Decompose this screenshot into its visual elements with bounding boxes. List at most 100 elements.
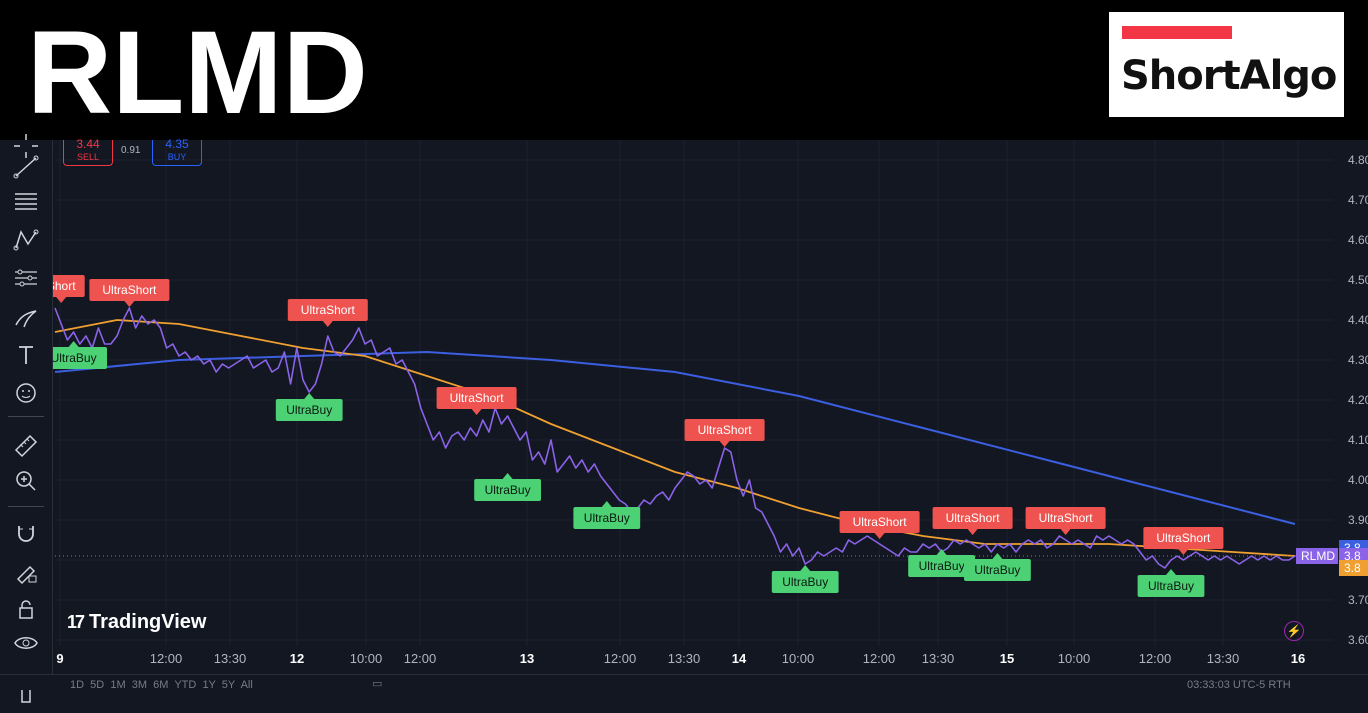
signal-pointer — [502, 473, 513, 479]
ultrabuy-signal: UltraBuy — [1137, 569, 1205, 597]
emoji-icon[interactable] — [10, 379, 42, 407]
pattern-icon[interactable] — [10, 226, 42, 254]
signal-pointer — [322, 321, 333, 327]
signal-box — [53, 347, 107, 369]
y-tick-label: 4.60 — [1348, 233, 1368, 247]
y-tick-label: 4.70 — [1348, 193, 1368, 207]
buy-price: 4.35 — [165, 137, 189, 151]
ultrashort-signal: UltraShort — [684, 419, 765, 447]
bottom-bar: 1D 5D 1M 3M 6M YTD 1Y 5Y All ▭ 03:33:03 … — [0, 674, 1368, 691]
signal-pointer — [1166, 569, 1176, 575]
signal-pointer — [124, 301, 135, 307]
crosshair-icon[interactable] — [10, 132, 42, 160]
toolbar-divider — [8, 506, 44, 507]
signal-label: UltraShort — [1039, 511, 1094, 525]
signal-box — [771, 571, 839, 593]
x-tick-label: 12:00 — [404, 651, 437, 666]
signal-box — [53, 275, 85, 297]
price-chart[interactable]: Short UltraShort UltraBuy UltraShort UltraBu… — [53, 140, 1368, 674]
x-tick-label: 12:00 — [150, 651, 183, 666]
x-tick-label: 13:30 — [1207, 651, 1240, 666]
signal-label: UltraBuy — [919, 559, 965, 573]
y-tick-label: 4.30 — [1348, 353, 1368, 367]
ultrabuy-signal: UltraBuy — [275, 393, 343, 421]
signal-box — [684, 419, 765, 441]
ultrashort-signal: Short — [53, 275, 85, 303]
signal-label: UltraBuy — [286, 403, 332, 417]
x-tick-label: 16 — [1291, 651, 1305, 666]
signal-label: UltraShort — [698, 423, 753, 437]
trend-line-icon[interactable] — [10, 152, 42, 180]
calendar-icon[interactable]: ▭ — [372, 678, 383, 690]
y-tick-label: 4.10 — [1348, 433, 1368, 447]
tradingview-text: TradingView — [89, 611, 207, 633]
logo-accent-bar — [1122, 26, 1232, 39]
signal-label: UltraBuy — [485, 483, 531, 497]
sell-button[interactable]: 3.44 SELL — [63, 137, 113, 166]
signal-pointer — [68, 341, 79, 347]
x-tick-label: 10:00 — [350, 651, 383, 666]
ultrashort-signal: UltraShort — [932, 507, 1013, 535]
signal-pointer — [56, 297, 67, 303]
ultrashort-signal: UltraShort — [287, 299, 368, 327]
x-tick-label: 10:00 — [782, 651, 815, 666]
x-tick-label: 13:30 — [922, 651, 955, 666]
toolbar-divider — [8, 416, 44, 417]
y-tick-label: 4.50 — [1348, 273, 1368, 287]
spread-value: 0.91 — [121, 145, 141, 156]
zoom-in-icon[interactable] — [10, 467, 42, 495]
chart-annotations: Short UltraShort UltraBuy UltraShort UltraBu… — [53, 275, 1224, 597]
fib-retracement-icon[interactable] — [10, 188, 42, 216]
price-tag-text: 3.8 — [1344, 561, 1361, 575]
brush-icon[interactable] — [10, 303, 42, 331]
signal-label: UltraShort — [1156, 531, 1211, 545]
y-tick-label: 4.20 — [1348, 393, 1368, 407]
ultrashort-signal: UltraShort — [1025, 507, 1106, 535]
text-icon[interactable] — [10, 341, 42, 369]
lightning-icon[interactable]: ⚡ — [1284, 621, 1304, 641]
price-tag: 3.8 — [1339, 560, 1368, 576]
ultrashort-signal: UltraShort — [839, 511, 920, 539]
lock-icon[interactable] — [10, 595, 42, 623]
sell-price: 3.44 — [76, 137, 100, 151]
x-tick-label: 13 — [520, 651, 534, 666]
ultrabuy-signal: UltraBuy — [474, 473, 541, 501]
forecast-icon[interactable] — [10, 264, 42, 292]
magnet-icon[interactable] — [10, 518, 42, 546]
buy-button[interactable]: 4.35 BUY — [152, 137, 202, 166]
signal-pointer — [471, 409, 482, 415]
price-tag-text: 3.8 — [1344, 549, 1361, 563]
header-banner: RLMD ShortAlgo — [0, 0, 1368, 140]
clock-readout[interactable]: 03:33:03 UTC-5 RTH — [1187, 679, 1291, 691]
sell-label: SELL — [76, 152, 100, 162]
x-tick-label: 12:00 — [1139, 651, 1172, 666]
eye-icon[interactable] — [10, 629, 42, 657]
signal-label: UltraBuy — [782, 575, 828, 589]
x-tick-label: 12:00 — [604, 651, 637, 666]
y-tick-label: 4.40 — [1348, 313, 1368, 327]
signal-pointer — [1060, 529, 1071, 535]
signal-label: UltraShort — [102, 283, 157, 297]
signal-box — [89, 279, 170, 301]
chart-lines — [54, 307, 1296, 569]
range-selector[interactable]: 1D 5D 1M 3M 6M YTD 1Y 5Y All — [70, 679, 253, 691]
signal-label: UltraBuy — [584, 511, 630, 525]
signal-label: UltraShort — [853, 515, 908, 529]
x-tick-label: 9 — [56, 651, 63, 666]
ticker-title: RLMD — [27, 7, 368, 139]
signal-label: UltraBuy — [974, 563, 1020, 577]
signal-box — [474, 479, 541, 501]
signal-box — [287, 299, 368, 321]
slow-moving-average-line — [54, 351, 1296, 525]
signal-box — [1137, 575, 1205, 597]
y-tick-label: 3.60 — [1348, 633, 1368, 647]
ruler-icon[interactable] — [10, 430, 42, 458]
signal-pointer — [967, 529, 978, 535]
x-tick-label: 14 — [732, 651, 747, 666]
chart-grid — [55, 140, 1333, 646]
signal-pointer — [719, 441, 730, 447]
signal-box — [908, 555, 975, 577]
logo-text: ShortAlgo — [1121, 53, 1337, 99]
lock-drawing-icon[interactable] — [10, 557, 42, 585]
ultrabuy-signal: UltraBuy — [908, 549, 975, 577]
